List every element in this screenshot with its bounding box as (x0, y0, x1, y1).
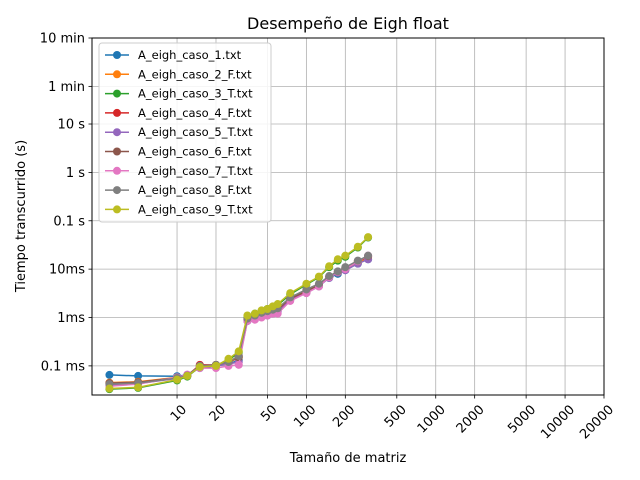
legend-entry: A_eigh_caso_2_F.txt (105, 67, 252, 81)
legend-label: A_eigh_caso_9_T.txt (138, 202, 253, 216)
legend-label: A_eigh_caso_3_T.txt (138, 87, 253, 101)
y-tick-label: 1ms (57, 311, 85, 326)
data-point (341, 263, 350, 272)
legend-label: A_eigh_caso_5_T.txt (138, 125, 253, 139)
legend-marker (113, 186, 121, 195)
legend-marker (113, 89, 121, 98)
data-point (353, 256, 362, 265)
y-axis-label: Tiempo transcurrido (s) (14, 140, 29, 293)
legend-entry: A_eigh_caso_7_T.txt (105, 164, 253, 178)
data-point (314, 272, 323, 281)
legend-label: A_eigh_caso_2_F.txt (138, 67, 252, 81)
y-tick-label: 0.1 s (53, 214, 85, 229)
y-tick-label: 10 min (40, 32, 85, 47)
legend-marker (113, 70, 121, 79)
legend-label: A_eigh_caso_1.txt (138, 48, 242, 62)
axes-frame (91, 37, 605, 396)
legend: A_eigh_caso_1.txt A_eigh_caso_2_F.txt A_ei… (98, 42, 272, 223)
data-point (243, 311, 252, 320)
data-point (105, 384, 114, 393)
y-tick-label: 0.1 ms (41, 359, 85, 374)
data-point (333, 267, 342, 276)
data-point (234, 347, 243, 356)
data-point (224, 354, 233, 363)
data-point (134, 383, 143, 392)
legend-marker (113, 147, 121, 156)
legend-entry: A_eigh_caso_6_F.txt (105, 145, 252, 159)
data-point (333, 255, 342, 264)
data-point (273, 300, 282, 309)
legend-marker (113, 108, 121, 117)
legend-entry: A_eigh_caso_5_T.txt (105, 125, 253, 139)
legend-entry: A_eigh_caso_9_T.txt (105, 202, 253, 216)
data-point (183, 371, 192, 380)
y-tick-label: 10ms (49, 263, 85, 278)
data-point (105, 370, 114, 379)
data-point (211, 361, 220, 370)
legend-marker (113, 128, 121, 137)
y-axis: 0.1 ms 1ms 10ms 0.1 s 1 s 10 s 1 min 10 min (40, 32, 92, 374)
data-point (353, 242, 362, 251)
data-point (195, 362, 204, 371)
legend-label: A_eigh_caso_7_T.txt (138, 164, 253, 178)
data-point (364, 251, 373, 260)
data-point (302, 279, 311, 288)
legend-entry: A_eigh_caso_3_T.txt (105, 87, 253, 101)
series-9 (105, 233, 373, 393)
data-point (364, 233, 373, 242)
legend-marker (113, 51, 121, 59)
data-point (234, 360, 243, 369)
x-axis-label: Tamaño de matriz (289, 451, 407, 466)
legend-entry: A_eigh_caso_4_F.txt (105, 106, 252, 120)
legend-entry: A_eigh_caso_1.txt (105, 48, 242, 62)
data-point (250, 309, 259, 318)
y-tick-label: 1 min (48, 80, 85, 95)
legend-label: A_eigh_caso_4_F.txt (138, 106, 252, 120)
data-point (325, 272, 334, 281)
series-group (105, 233, 373, 394)
y-tick-label: 1 s (66, 166, 85, 181)
data-point (302, 285, 311, 294)
legend-marker (113, 205, 121, 214)
data-point (286, 289, 295, 298)
legend-entry: A_eigh_caso_8_F.txt (105, 183, 252, 197)
data-point (314, 279, 323, 288)
y-tick-label: 10 s (58, 118, 86, 133)
legend-label: A_eigh_caso_6_F.txt (138, 145, 252, 159)
legend-label: A_eigh_caso_8_F.txt (138, 183, 252, 197)
legend-marker (113, 166, 121, 175)
data-point (341, 251, 350, 260)
chart-title: Desempeño de Eigh float (247, 14, 449, 33)
data-point (325, 262, 334, 271)
data-point (173, 375, 182, 384)
data-point (134, 371, 143, 380)
legend-box (98, 42, 272, 223)
